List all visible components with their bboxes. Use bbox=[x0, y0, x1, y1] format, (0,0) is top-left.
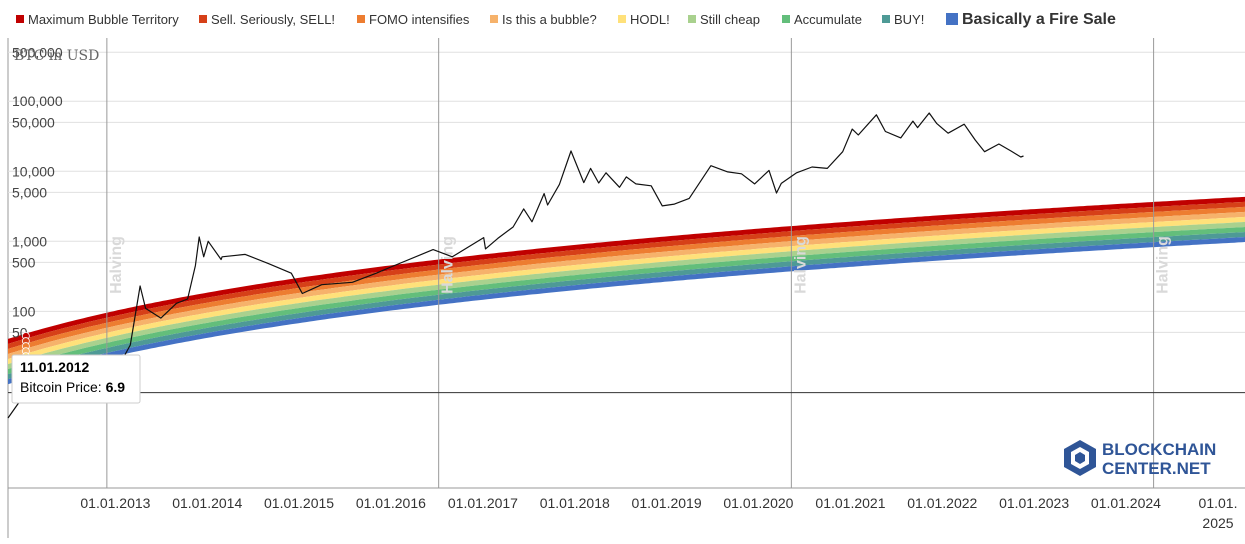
legend-swatch-8[interactable] bbox=[946, 13, 958, 25]
price-series bbox=[7, 112, 1024, 419]
tooltip: 11.01.2012 Bitcoin Price: 6.9 bbox=[11, 354, 141, 404]
y-axis-label: BTC in USD bbox=[14, 48, 99, 64]
x-tick-label-8: 01.01.2021 bbox=[815, 495, 885, 511]
legend-item-6[interactable]: Accumulate bbox=[794, 12, 862, 27]
x-axis-ticks: 01.01.2013 01.01.2014 01.01.2015 01.01.2016… bbox=[80, 495, 1237, 531]
y-axis-ticks: 500,000 100,000 50,000 10,000 5,000 1,000 500 1… bbox=[12, 44, 63, 340]
x-tick-label-4: 01.01.2017 bbox=[448, 495, 518, 511]
plot-background bbox=[7, 38, 1245, 538]
legend-swatch-6[interactable] bbox=[782, 15, 790, 23]
tooltip-date: 11.01.2012 bbox=[20, 359, 90, 375]
legend-item-2[interactable]: FOMO intensifies bbox=[369, 12, 470, 27]
y-tick-label-2: 50,000 bbox=[12, 114, 55, 130]
halving-label-2: Halving bbox=[792, 236, 809, 294]
x-tick-label-3: 01.01.2016 bbox=[356, 495, 426, 511]
halving-markers: Halving Halving Halving Halving bbox=[106, 38, 1172, 488]
halving-label-0: Halving bbox=[108, 236, 125, 294]
tooltip-value: 6.9 bbox=[106, 379, 126, 395]
logo-text-line2: CENTER.NET bbox=[1102, 459, 1211, 478]
y-tick-label-7: 100 bbox=[12, 303, 36, 319]
crosshair bbox=[8, 332, 1245, 397]
x-tick-label-10: 01.01.2023 bbox=[999, 495, 1069, 511]
legend-item-0[interactable]: Maximum Bubble Territory bbox=[28, 12, 179, 27]
logo-cube-icon bbox=[1064, 440, 1096, 476]
x-tick-label-6: 01.01.2019 bbox=[632, 495, 702, 511]
price-line bbox=[7, 112, 1024, 419]
logo-text-line1: BLOCKCHAIN bbox=[1102, 440, 1216, 459]
blockchaincenter-logo: BLOCKCHAIN CENTER.NET bbox=[1064, 440, 1216, 478]
y-tick-label-0: 500,000 bbox=[12, 44, 63, 60]
legend-swatch-3[interactable] bbox=[490, 15, 498, 23]
legend-item-1[interactable]: Sell. Seriously, SELL! bbox=[211, 12, 335, 27]
y-tick-label-3: 10,000 bbox=[12, 163, 55, 179]
x-tick-label-2: 01.01.2015 bbox=[264, 495, 334, 511]
legend-swatch-4[interactable] bbox=[618, 15, 626, 23]
tooltip-label-text: Bitcoin Price: bbox=[20, 379, 106, 395]
legend-swatch-0[interactable] bbox=[16, 15, 24, 23]
x-tick-label-0: 01.01.2013 bbox=[80, 495, 150, 511]
legend-swatch-5[interactable] bbox=[688, 15, 696, 23]
legend-item-4[interactable]: HODL! bbox=[630, 12, 670, 27]
legend-swatch-2[interactable] bbox=[357, 15, 365, 23]
y-tick-label-5: 1,000 bbox=[12, 233, 47, 249]
tooltip-label: Bitcoin Price: 6.9 bbox=[20, 379, 125, 395]
halving-label-3: Halving bbox=[1155, 236, 1172, 294]
y-tick-label-1: 100,000 bbox=[12, 93, 63, 109]
legend-swatch-7[interactable] bbox=[882, 15, 890, 23]
x-tick-label-12: 01.01. bbox=[1199, 495, 1238, 511]
y-tick-label-6: 500 bbox=[12, 254, 36, 270]
legend: Maximum Bubble Territory Sell. Seriously,… bbox=[16, 11, 1116, 28]
legend-item-7[interactable]: BUY! bbox=[894, 12, 924, 27]
x-tick-label-1: 01.01.2014 bbox=[172, 495, 242, 511]
legend-swatch-1[interactable] bbox=[199, 15, 207, 23]
x-tick-label-7: 01.01.2020 bbox=[723, 495, 793, 511]
y-gridlines bbox=[8, 51, 1245, 333]
rainbow-bands bbox=[8, 196, 1245, 385]
halving-label-1: Halving bbox=[440, 236, 457, 294]
x-tick-label-12-line2: 2025 bbox=[1202, 515, 1233, 531]
tooltip-box bbox=[11, 354, 141, 404]
legend-item-3[interactable]: Is this a bubble? bbox=[502, 12, 597, 27]
legend-item-5[interactable]: Still cheap bbox=[700, 12, 760, 27]
y-tick-label-4: 5,000 bbox=[12, 184, 47, 200]
x-tick-label-5: 01.01.2018 bbox=[540, 495, 610, 511]
x-tick-label-11: 01.01.2024 bbox=[1091, 495, 1161, 511]
x-tick-label-9: 01.01.2022 bbox=[907, 495, 977, 511]
legend-item-8[interactable]: Basically a Fire Sale bbox=[962, 11, 1116, 28]
